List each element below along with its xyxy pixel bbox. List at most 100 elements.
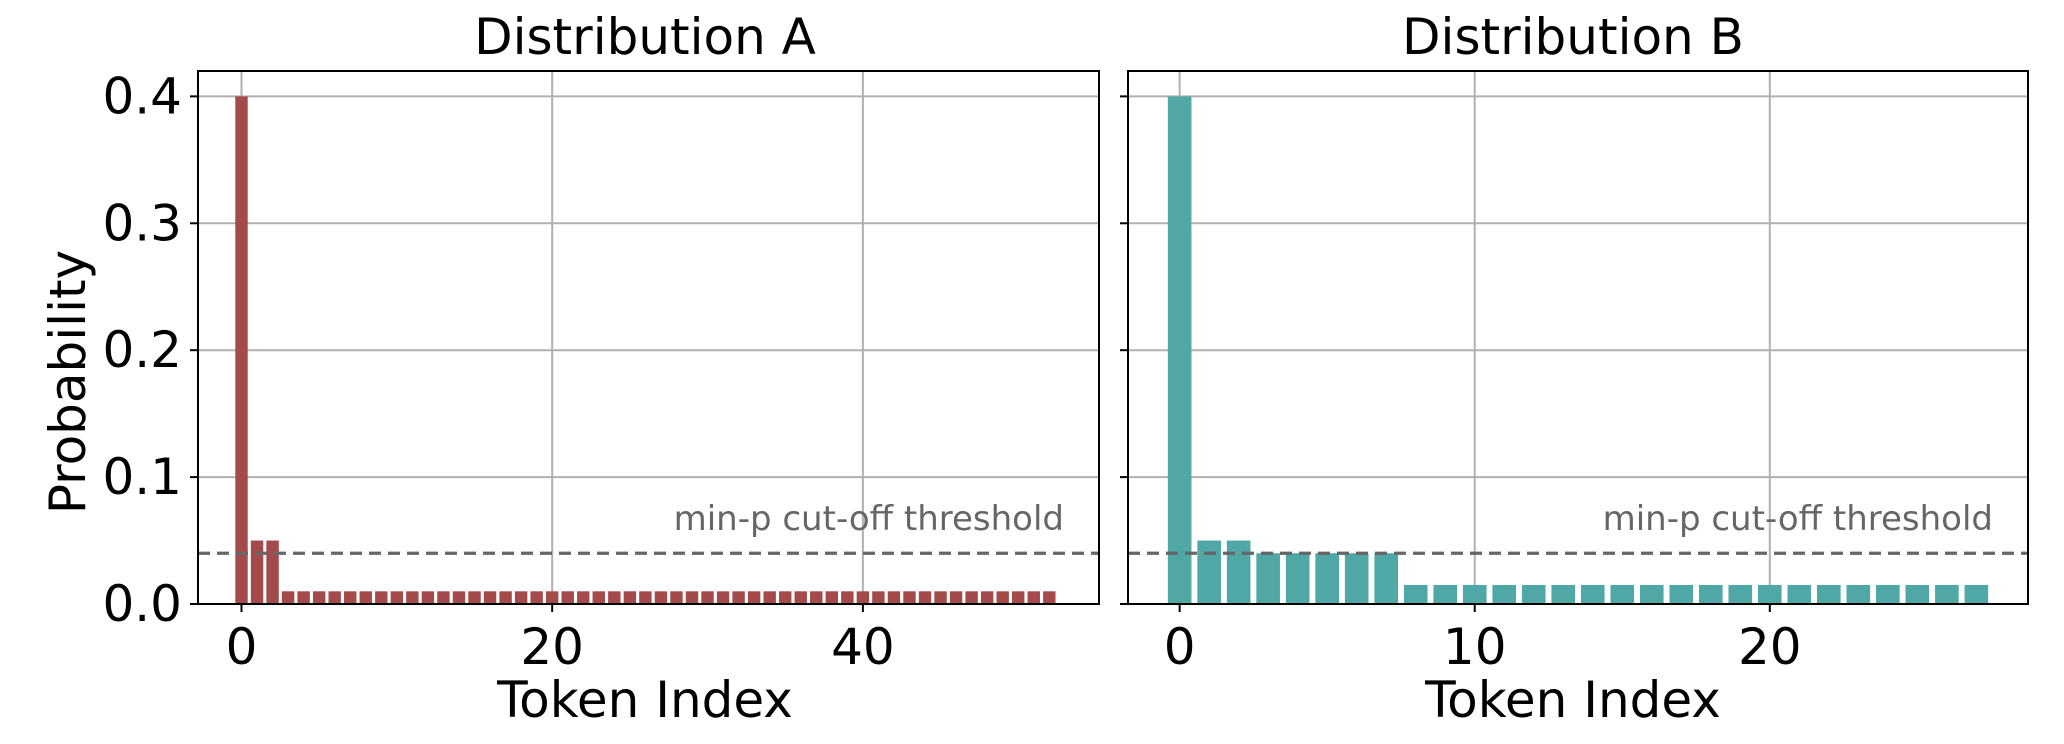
bar <box>872 591 885 604</box>
bar <box>965 591 978 604</box>
bar <box>1344 553 1369 604</box>
chart-title: Distribution A <box>474 8 816 66</box>
y-tick-label: 0.4 <box>102 67 182 125</box>
bar <box>281 591 295 604</box>
chart-title: Distribution B <box>1402 8 1744 66</box>
threshold-label: min-p cut-off threshold <box>1603 499 1993 539</box>
bar <box>1876 584 1900 604</box>
bar <box>1027 591 1040 604</box>
x-tick-label: 10 <box>1443 618 1507 676</box>
bar <box>608 591 621 604</box>
bar <box>1787 584 1812 604</box>
bar <box>685 591 699 604</box>
bar <box>778 591 792 604</box>
bar <box>732 591 745 604</box>
bar <box>421 591 435 604</box>
bar <box>1374 553 1398 604</box>
bar <box>623 591 637 604</box>
bar <box>561 591 574 604</box>
bar <box>810 591 823 604</box>
bar <box>592 591 606 604</box>
plot-frame <box>197 70 1100 605</box>
bar <box>887 591 901 604</box>
threshold: min-p cut-off threshold <box>198 499 1099 555</box>
bar <box>794 591 807 604</box>
bar <box>375 591 388 604</box>
y-tick-label: 0.0 <box>102 575 182 633</box>
x-axis-label: Token Index <box>1424 671 1721 729</box>
bar <box>1846 584 1871 604</box>
bar <box>1285 553 1310 604</box>
ticks: 0 10 20 <box>1120 95 1802 676</box>
bar <box>1197 540 1221 604</box>
bar <box>1610 584 1635 604</box>
bar <box>312 591 326 604</box>
bar <box>747 591 761 604</box>
bar <box>934 591 947 604</box>
bar <box>1669 584 1694 604</box>
y-tick-label: 0.1 <box>102 448 182 506</box>
bar <box>250 540 264 604</box>
bar <box>1433 584 1458 604</box>
y-tick-label: 0.3 <box>102 194 182 252</box>
ticks: 0 20 40 0.0 0.1 0.2 0.3 0.4 <box>102 67 894 676</box>
bar <box>980 591 994 604</box>
bar <box>545 591 559 604</box>
bar <box>452 591 466 604</box>
y-tick-label: 0.2 <box>102 321 182 379</box>
x-tick-label: 20 <box>1738 618 1802 676</box>
panel-distribution-a: Distribution A Token Index Probability m… <box>39 8 1100 729</box>
plot-frame <box>1127 70 2029 605</box>
bars <box>235 96 1056 604</box>
bar <box>1639 584 1664 604</box>
bar <box>1551 584 1576 604</box>
bar <box>468 591 481 604</box>
x-axis-label: Token Index <box>496 671 793 729</box>
bar <box>701 591 714 604</box>
bar <box>903 591 916 604</box>
bar <box>1256 553 1280 604</box>
bar <box>1521 584 1546 604</box>
bar <box>406 591 419 604</box>
bar <box>1817 584 1841 604</box>
bar <box>949 591 963 604</box>
bar <box>328 591 341 604</box>
bar <box>514 591 528 604</box>
threshold: min-p cut-off threshold <box>1128 499 2028 555</box>
bar <box>763 591 776 604</box>
threshold-label: min-p cut-off threshold <box>674 499 1064 539</box>
bar <box>344 591 357 604</box>
x-tick-label: 0 <box>226 618 258 676</box>
bar <box>996 591 1009 604</box>
bar <box>1462 584 1487 604</box>
bar <box>483 591 497 604</box>
x-tick-label: 40 <box>831 618 895 676</box>
bar <box>437 591 450 604</box>
bar <box>841 591 854 604</box>
bar <box>1698 584 1723 604</box>
bar <box>359 591 372 604</box>
bar <box>856 591 870 604</box>
panel-distribution-b: Distribution B Token Index min-p cut-off… <box>1120 8 2029 729</box>
bar <box>235 96 248 604</box>
bar <box>1758 584 1782 604</box>
bar <box>654 591 668 604</box>
bar <box>1935 584 1959 604</box>
bar <box>266 540 279 604</box>
bar <box>670 591 683 604</box>
bar <box>577 591 590 604</box>
x-tick-label: 20 <box>520 618 584 676</box>
bar <box>825 591 839 604</box>
bar <box>1964 584 1989 604</box>
bar <box>1492 584 1517 604</box>
bar <box>1728 584 1753 604</box>
bar <box>1580 584 1605 604</box>
bar <box>639 591 652 604</box>
bar <box>1905 584 1930 604</box>
bar <box>1226 540 1251 604</box>
bars <box>1167 96 1989 604</box>
bar <box>1167 96 1192 604</box>
bar <box>499 591 512 604</box>
bar <box>390 591 404 604</box>
